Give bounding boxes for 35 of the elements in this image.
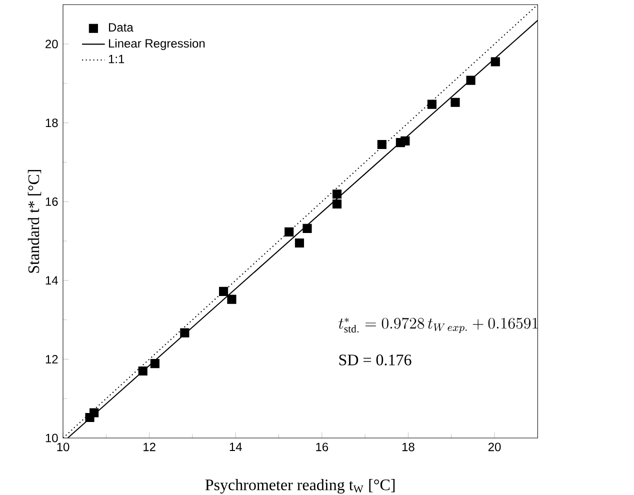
y-tick-label: 20 xyxy=(46,40,58,48)
point xyxy=(302,224,312,233)
point xyxy=(377,140,386,150)
point xyxy=(490,57,500,66)
point xyxy=(90,408,99,418)
legend-label: Linear Regression xyxy=(108,38,205,50)
legend-label: Data xyxy=(108,23,134,32)
y-axis-title: Standard t* [°C] xyxy=(28,170,42,273)
x-tick-label: 12 xyxy=(144,442,156,452)
point xyxy=(400,136,410,146)
point xyxy=(180,328,190,338)
legend-label: 1:1 xyxy=(108,54,124,64)
point xyxy=(138,366,148,376)
point xyxy=(332,190,342,199)
point xyxy=(284,227,294,236)
x-tick-label: 20 xyxy=(488,442,501,452)
point xyxy=(466,76,476,85)
x-tick-label: 14 xyxy=(230,442,242,451)
point xyxy=(218,286,228,296)
point xyxy=(332,199,342,209)
y-tick-label: 10 xyxy=(46,434,58,442)
point xyxy=(294,238,304,248)
y-tick-label: 16 xyxy=(46,197,58,206)
x-tick-label: 18 xyxy=(402,442,414,452)
x-tick-label: 16 xyxy=(316,442,328,452)
point xyxy=(227,294,236,304)
point xyxy=(450,98,460,107)
annotation: SD = 0.176 xyxy=(339,354,412,366)
point xyxy=(150,358,160,368)
y-tick-label: 12 xyxy=(46,355,58,364)
x-axis-title: Psychrometer reading t$_{W}$ [°C] xyxy=(205,479,395,494)
x-tick-label: 10 xyxy=(57,442,70,452)
y-tick-label: 18 xyxy=(46,118,58,128)
y-tick-label: 14 xyxy=(46,276,58,285)
point xyxy=(427,100,436,109)
